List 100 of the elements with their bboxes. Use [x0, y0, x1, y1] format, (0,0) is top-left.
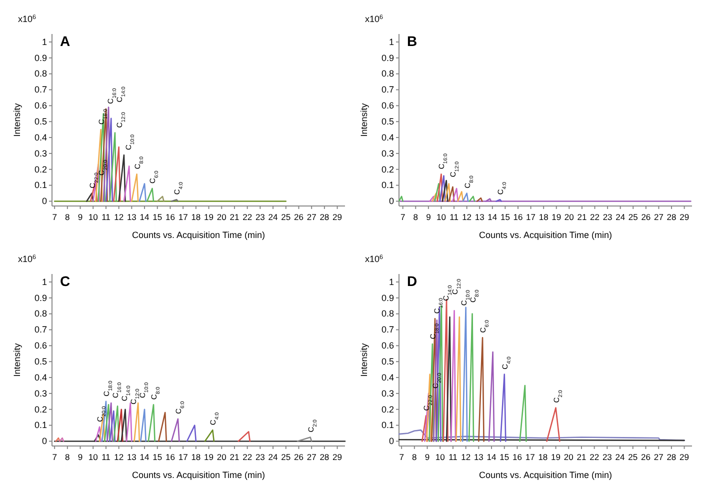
- x-tick-label: 17: [526, 212, 536, 222]
- x-tick-label: 11: [102, 452, 111, 462]
- x-tick-label: 29: [332, 212, 342, 222]
- x-tick-label: 24: [616, 212, 626, 222]
- x-tick-label: 17: [178, 452, 188, 462]
- x-tick-label: 27: [306, 212, 317, 222]
- y-tick-label: 0.5: [34, 356, 47, 366]
- y-tick-label: 0.4: [381, 372, 394, 382]
- y-tick-label: 0.7: [381, 324, 394, 335]
- y-tick-label: 0.7: [34, 324, 47, 335]
- text: x10$^{6}$: [18, 254, 37, 264]
- y-tick-label: 0.6: [381, 340, 394, 351]
- y-tick-label: 0.7: [34, 84, 47, 95]
- y-tick-label: 0: [388, 436, 394, 446]
- chart-title: B: [407, 33, 418, 49]
- x-tick-label: 10: [435, 452, 446, 462]
- text: x10$^{6}$: [18, 14, 37, 24]
- x-tick-label: 14: [140, 452, 150, 462]
- y-tick-label: 1: [388, 276, 394, 287]
- y-tick-label: 0.4: [34, 372, 47, 382]
- x-tick-label: 25: [281, 452, 291, 462]
- x-tick-label: 23: [602, 452, 612, 462]
- x-tick-label: 21: [577, 212, 587, 222]
- x-tick-label: 22: [590, 212, 600, 222]
- x-tick-label: 7: [52, 452, 58, 462]
- x-tick-label: 27: [654, 452, 664, 462]
- x-tick-label: 27: [306, 452, 317, 462]
- chart-title: C: [60, 273, 70, 289]
- x-tick-label: 8: [65, 212, 70, 222]
- x-tick-label: 14: [488, 212, 498, 222]
- x-tick-label: 23: [255, 212, 266, 222]
- x-tick-label: 18: [538, 212, 549, 222]
- chart-title: A: [60, 33, 70, 49]
- y-tick-label: 0.5: [381, 116, 394, 126]
- x-tick-label: 16: [512, 452, 522, 462]
- y-tick-label: 0.6: [381, 100, 394, 111]
- x-tick-label: 20: [216, 212, 227, 222]
- x-tick-label: 21: [576, 452, 586, 462]
- x-tick-label: 15: [152, 212, 162, 222]
- x-tick-label: 12: [461, 452, 471, 462]
- x-tick-label: 21: [230, 452, 240, 462]
- x-tick-label: 23: [255, 452, 266, 462]
- x-tick-label: 28: [320, 212, 330, 222]
- x-tick-label: 20: [564, 452, 574, 462]
- x-tick-label: 7: [52, 212, 58, 222]
- x-tick-label: 13: [126, 212, 137, 222]
- x-tick-label: 22: [590, 452, 600, 462]
- y-tick-label: 0.1: [34, 420, 47, 430]
- y-tick-label: 0.8: [34, 308, 47, 319]
- x-tick-label: 15: [152, 452, 162, 462]
- x-tick-label: 17: [525, 452, 536, 462]
- y-tick-label: 0.8: [34, 68, 47, 79]
- x-tick-label: 28: [320, 452, 330, 462]
- y-tick-label: 0.3: [34, 148, 47, 158]
- x-tick-label: 9: [78, 212, 83, 222]
- x-tick-label: 29: [332, 452, 342, 462]
- x-tick-label: 16: [165, 212, 176, 222]
- x-tick-label: 27: [654, 212, 664, 222]
- x-tick-label: 14: [140, 212, 150, 222]
- x-tick-label: 28: [666, 212, 677, 222]
- y-tick-label: 0.8: [381, 308, 394, 319]
- x-tick-label: 8: [65, 452, 70, 462]
- x-tick-label: 8: [413, 212, 418, 222]
- y-tick-label: 0.2: [34, 404, 47, 414]
- y-tick-label: 0.4: [34, 132, 47, 142]
- x-axis-title: Counts vs. Acquisition Time (min): [478, 230, 612, 240]
- x-tick-label: 16: [165, 452, 176, 462]
- x-tick-label: 22: [242, 212, 252, 222]
- x-tick-label: 14: [486, 452, 497, 462]
- x-tick-label: 8: [412, 452, 418, 462]
- y-tick-label: 0.5: [34, 116, 47, 126]
- x-tick-label: 21: [230, 212, 240, 222]
- x-tick-label: 25: [281, 212, 291, 222]
- x-tick-label: 7: [400, 212, 406, 222]
- y-tick-label: 0.4: [381, 132, 394, 142]
- x-tick-label: 26: [641, 452, 651, 462]
- y-tick-label: 0.3: [34, 388, 47, 398]
- x-tick-label: 11: [102, 212, 111, 222]
- y-tick-label: 0.1: [34, 180, 47, 190]
- x-tick-label: 19: [551, 452, 561, 462]
- x-tick-label: 19: [552, 212, 562, 222]
- y-tick-label: 0.5: [381, 356, 394, 366]
- x-axis-title: Counts vs. Acquisition Time (min): [132, 470, 266, 480]
- y-tick-label: 0.3: [381, 388, 394, 398]
- x-tick-label: 9: [426, 212, 432, 222]
- y-tick-label: 1: [388, 36, 394, 47]
- x-tick-label: 24: [268, 452, 278, 462]
- x-tick-label: 22: [242, 452, 252, 462]
- y-tick-label: 0.1: [381, 420, 394, 430]
- y-axis-title: Intensity: [359, 342, 369, 377]
- x-tick-label: 13: [126, 452, 137, 462]
- x-tick-label: 13: [474, 452, 484, 462]
- x-tick-label: 18: [191, 212, 201, 222]
- x-tick-label: 29: [680, 212, 690, 222]
- x-tick-label: 24: [268, 212, 278, 222]
- y-tick-label: 0.2: [381, 404, 394, 414]
- x-axis-title: Counts vs. Acquisition Time (min): [132, 230, 266, 240]
- x-tick-label: 7: [399, 452, 404, 462]
- x-tick-label: 11: [450, 212, 459, 222]
- y-tick-label: 0.1: [381, 180, 394, 190]
